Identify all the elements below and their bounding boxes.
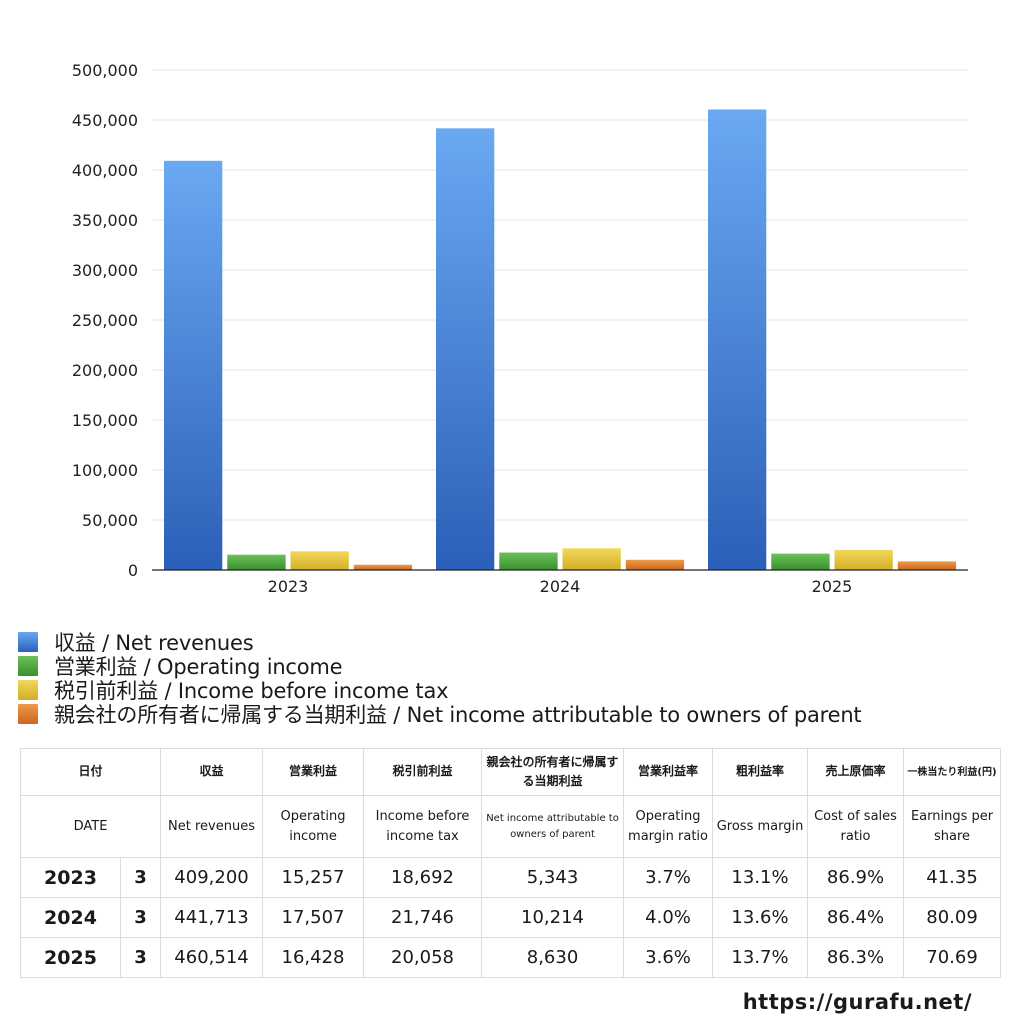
bar-income-before-tax-2025 (834, 549, 893, 570)
header-cost-ratio-en: Cost of sales ratio (807, 795, 905, 858)
table-row: 2024 3 441,713 17,507 21,746 10,214 4.0%… (20, 897, 1002, 938)
y-tick-label: 500,000 (72, 61, 138, 80)
cell-operating-income: 17,507 (262, 897, 365, 938)
x-axis-ticks: 2023 2024 2025 (268, 577, 853, 596)
row-month: 3 (119, 937, 162, 978)
bar-net-revenues-2025 (708, 109, 767, 570)
cell-eps: 80.09 (903, 897, 1002, 938)
cell-eps: 70.69 (903, 937, 1002, 978)
cell-cost-ratio: 86.9% (807, 857, 905, 898)
header-net-income-parent-en: Net income attributable to owners of par… (481, 795, 625, 858)
bar-net-revenues-2023 (164, 160, 223, 571)
legend-swatch-operating-income (18, 656, 38, 676)
bar-operating-income-2023 (227, 554, 286, 570)
x-tick-label: 2024 (540, 577, 581, 596)
legend-item-net-revenues: 収益 / Net revenues (18, 630, 1018, 655)
table-row: 2025 3 460,514 16,428 20,058 8,630 3.6% … (20, 937, 1002, 978)
cell-income-before-tax: 18,692 (363, 857, 483, 898)
financial-table: 日付 収益 営業利益 税引前利益 親会社の所有者に帰属する当期利益 営業利益率 … (19, 748, 1002, 978)
header-operating-margin-en: Operating margin ratio (623, 795, 714, 858)
y-tick-label: 300,000 (72, 261, 138, 280)
header-date-en: DATE (19, 795, 162, 858)
y-tick-label: 150,000 (72, 411, 138, 430)
y-tick-label: 400,000 (72, 161, 138, 180)
legend-swatch-net-revenues (18, 632, 38, 652)
bar-chart: 0 50,000 100,000 150,000 200,000 250,000 300,0… (72, 61, 968, 596)
cell-gross-margin: 13.1% (712, 857, 809, 898)
bar-income-before-tax-2023 (290, 551, 349, 570)
cell-gross-margin: 13.7% (712, 937, 809, 978)
header-net-revenues-en: Net revenues (160, 795, 264, 858)
chart-bars (164, 109, 957, 571)
legend-label-income-before-tax: 税引前利益 / Income before income tax (54, 679, 449, 703)
chart-gridlines (152, 69, 968, 521)
x-tick-label: 2025 (812, 577, 853, 596)
cell-operating-income: 16,428 (262, 937, 365, 978)
header-operating-income-ja: 営業利益 (262, 748, 365, 796)
legend-item-income-before-tax: 税引前利益 / Income before income tax (18, 678, 1018, 703)
header-eps-ja: 一株当たり利益(円) (903, 748, 1002, 796)
x-tick-label: 2023 (268, 577, 309, 596)
table-header-row-ja: 日付 収益 営業利益 税引前利益 親会社の所有者に帰属する当期利益 営業利益率 … (19, 748, 1002, 796)
row-year: 2025 (20, 937, 121, 978)
y-tick-label: 450,000 (72, 111, 138, 130)
row-month: 3 (119, 897, 162, 938)
table-row: 2023 3 409,200 15,257 18,692 5,343 3.7% … (20, 857, 1002, 898)
header-net-income-parent-ja: 親会社の所有者に帰属する当期利益 (481, 748, 625, 796)
cell-net-revenues: 460,514 (160, 937, 264, 978)
cell-net-income-parent: 5,343 (481, 857, 625, 898)
cell-net-income-parent: 10,214 (481, 897, 625, 938)
y-tick-label: 250,000 (72, 311, 138, 330)
cell-cost-ratio: 86.3% (807, 937, 905, 978)
row-year: 2024 (20, 897, 121, 938)
header-operating-income-en: Operating income (262, 795, 365, 858)
header-income-before-tax-ja: 税引前利益 (363, 748, 483, 796)
table-header-row-en: DATE Net revenues Operating income Incom… (19, 795, 1002, 858)
legend-swatch-net-income-parent (18, 704, 38, 724)
header-eps-en: Earnings per share (903, 795, 1002, 858)
cell-net-revenues: 441,713 (160, 897, 264, 938)
cell-cost-ratio: 86.4% (807, 897, 905, 938)
y-tick-label: 50,000 (82, 511, 138, 530)
cell-eps: 41.35 (903, 857, 1002, 898)
y-tick-label: 0 (128, 561, 138, 580)
bar-net-income-parent-2025 (897, 561, 957, 570)
y-tick-label: 350,000 (72, 211, 138, 230)
bar-net-income-parent-2023 (353, 564, 413, 570)
row-year: 2023 (20, 857, 121, 898)
cell-income-before-tax: 20,058 (363, 937, 483, 978)
legend-label-operating-income: 営業利益 / Operating income (54, 655, 343, 679)
y-axis-ticks: 0 50,000 100,000 150,000 200,000 250,000 300,0… (72, 61, 138, 580)
bar-net-income-parent-2024 (625, 559, 685, 570)
bar-operating-income-2025 (771, 553, 830, 570)
bar-operating-income-2024 (499, 552, 558, 570)
bar-net-revenues-2024 (436, 128, 495, 571)
cell-operating-income: 15,257 (262, 857, 365, 898)
chart-legend: 収益 / Net revenues 営業利益 / Operating incom… (18, 630, 1018, 727)
legend-swatch-income-before-tax (18, 680, 38, 700)
cell-net-income-parent: 8,630 (481, 937, 625, 978)
cell-operating-margin: 3.6% (623, 937, 714, 978)
cell-income-before-tax: 21,746 (363, 897, 483, 938)
y-tick-label: 100,000 (72, 461, 138, 480)
header-gross-margin-en: Gross margin (712, 795, 809, 858)
legend-label-net-revenues: 収益 / Net revenues (54, 631, 254, 655)
legend-item-operating-income: 営業利益 / Operating income (18, 654, 1018, 679)
legend-label-net-income-parent: 親会社の所有者に帰属する当期利益 / Net income attributab… (54, 703, 862, 727)
header-date-ja: 日付 (19, 748, 162, 796)
cell-net-revenues: 409,200 (160, 857, 264, 898)
y-tick-label: 200,000 (72, 361, 138, 380)
cell-operating-margin: 4.0% (623, 897, 714, 938)
cell-operating-margin: 3.7% (623, 857, 714, 898)
row-month: 3 (119, 857, 162, 898)
bar-income-before-tax-2024 (562, 548, 621, 570)
site-url: https://gurafu.net/ (742, 990, 972, 1014)
header-net-revenues-ja: 収益 (160, 748, 264, 796)
header-income-before-tax-en: Income before income tax (363, 795, 483, 858)
legend-item-net-income-parent: 親会社の所有者に帰属する当期利益 / Net income attributab… (18, 702, 1018, 727)
header-operating-margin-ja: 営業利益率 (623, 748, 714, 796)
header-cost-ratio-ja: 売上原価率 (807, 748, 905, 796)
header-gross-margin-ja: 粗利益率 (712, 748, 809, 796)
cell-gross-margin: 13.6% (712, 897, 809, 938)
